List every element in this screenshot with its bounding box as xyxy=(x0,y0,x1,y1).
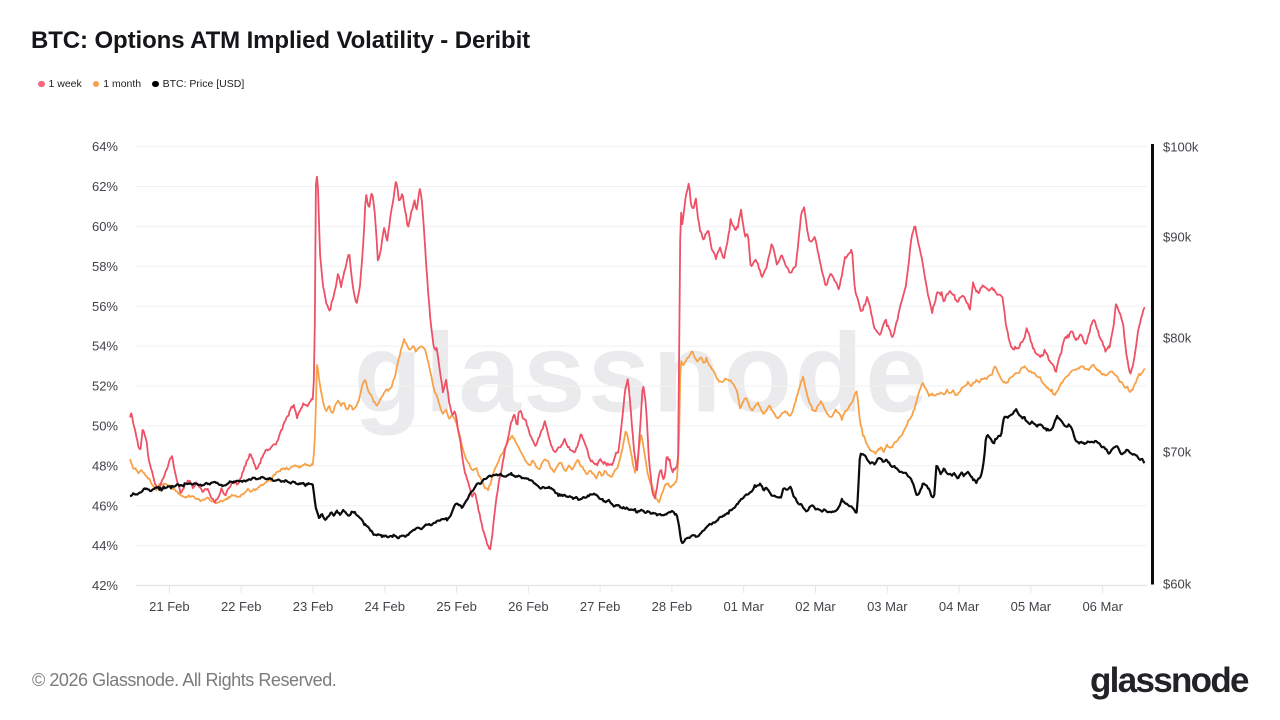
svg-text:$100k: $100k xyxy=(1163,140,1199,155)
svg-text:27 Feb: 27 Feb xyxy=(580,599,620,614)
svg-text:21 Feb: 21 Feb xyxy=(149,599,189,614)
svg-text:42%: 42% xyxy=(92,578,118,593)
svg-text:03 Mar: 03 Mar xyxy=(867,599,908,614)
svg-text:06 Mar: 06 Mar xyxy=(1082,599,1123,614)
svg-text:54%: 54% xyxy=(92,339,118,354)
svg-text:48%: 48% xyxy=(92,458,118,473)
svg-text:62%: 62% xyxy=(92,179,118,194)
svg-text:64%: 64% xyxy=(92,139,118,154)
svg-text:58%: 58% xyxy=(92,259,118,274)
svg-text:23 Feb: 23 Feb xyxy=(293,599,333,614)
svg-text:60%: 60% xyxy=(92,219,118,234)
svg-text:$80k: $80k xyxy=(1163,330,1192,345)
svg-text:50%: 50% xyxy=(92,419,118,434)
svg-text:25 Feb: 25 Feb xyxy=(436,599,476,614)
svg-text:52%: 52% xyxy=(92,379,118,394)
svg-text:$90k: $90k xyxy=(1163,230,1192,245)
svg-text:26 Feb: 26 Feb xyxy=(508,599,548,614)
svg-text:$60k: $60k xyxy=(1163,577,1192,592)
svg-text:56%: 56% xyxy=(92,299,118,314)
svg-text:02 Mar: 02 Mar xyxy=(795,599,836,614)
svg-text:46%: 46% xyxy=(92,498,118,513)
svg-text:24 Feb: 24 Feb xyxy=(365,599,405,614)
svg-text:22 Feb: 22 Feb xyxy=(221,599,261,614)
svg-text:01 Mar: 01 Mar xyxy=(723,599,764,614)
svg-text:28 Feb: 28 Feb xyxy=(652,599,692,614)
svg-text:05 Mar: 05 Mar xyxy=(1011,599,1052,614)
svg-text:04 Mar: 04 Mar xyxy=(939,599,980,614)
svg-text:$70k: $70k xyxy=(1163,445,1192,460)
svg-text:44%: 44% xyxy=(92,538,118,553)
